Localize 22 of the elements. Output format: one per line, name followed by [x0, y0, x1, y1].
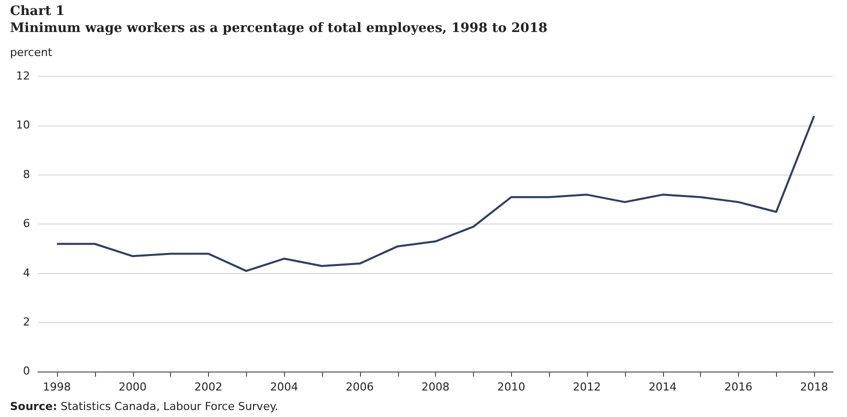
x-tick-label: 2010 [497, 380, 526, 394]
source-note: Source: Statistics Canada, Labour Force Survey. [10, 400, 278, 413]
chart-title: Chart 1 [10, 3, 66, 20]
y-tick-label: 8 [22, 168, 30, 181]
x-tick-label: 1998 [42, 380, 71, 394]
x-tick-label: 2008 [422, 380, 450, 394]
y-tick-label: 4 [22, 266, 30, 280]
x-tick-label: 2018 [800, 380, 828, 394]
y-tick-label: 2 [22, 315, 30, 328]
x-tick-label: 2016 [724, 380, 752, 394]
x-tick-label: 2012 [572, 380, 601, 394]
y-tick-label: 6 [22, 217, 30, 230]
x-tick-label: 2014 [648, 380, 677, 394]
y-axis-title: percent [10, 46, 52, 59]
y-tick-label: 0 [22, 364, 30, 378]
x-tick-label: 2006 [346, 380, 374, 394]
chart-subtitle: Minimum wage workers as a percentage of total employees, 1998 to 2018 [10, 20, 548, 37]
y-tick-label: 12 [16, 69, 30, 82]
x-tick-label: 2004 [270, 380, 298, 394]
y-tick-label: 10 [16, 118, 30, 132]
x-tick-label: 2000 [118, 380, 147, 394]
x-tick-label: 2002 [194, 380, 222, 394]
